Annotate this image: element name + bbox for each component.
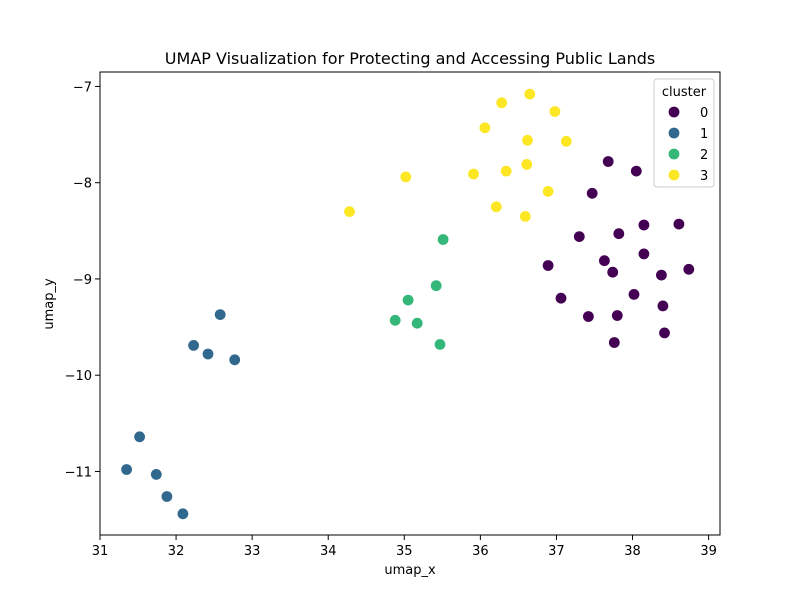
point-cluster-3-1 <box>495 96 508 110</box>
point-cluster-3-5 <box>560 135 573 148</box>
x-tick-label: 37 <box>548 544 565 559</box>
series-cluster-3 <box>343 87 573 223</box>
point-cluster-0-4 <box>672 217 686 231</box>
x-axis-label: umap_x <box>384 563 436 578</box>
point-cluster-0-12 <box>682 263 696 276</box>
point-cluster-0-14 <box>554 292 568 305</box>
points-layer <box>120 87 696 521</box>
point-cluster-0-19 <box>608 336 621 349</box>
point-cluster-2-2 <box>401 293 415 307</box>
point-cluster-3-12 <box>490 200 503 214</box>
legend-label-cluster-1: 1 <box>700 127 708 142</box>
point-cluster-0-17 <box>611 309 624 322</box>
point-cluster-1-4 <box>133 430 146 444</box>
x-tick-label: 35 <box>396 544 413 559</box>
series-cluster-0 <box>541 155 696 349</box>
point-cluster-0-3 <box>637 218 651 232</box>
point-cluster-0-9 <box>598 254 611 267</box>
point-cluster-0-1 <box>630 164 643 178</box>
legend-label-cluster-2: 2 <box>700 148 708 163</box>
point-cluster-0-8 <box>541 259 555 272</box>
legend: cluster 0 1 2 3 <box>653 78 715 188</box>
point-cluster-1-7 <box>160 490 174 503</box>
point-cluster-2-5 <box>433 338 447 351</box>
legend-marker-cluster-1 <box>667 126 681 140</box>
legend-box <box>653 78 715 188</box>
y-tick-label: −9 <box>73 273 92 288</box>
series-cluster-1 <box>120 308 241 521</box>
point-cluster-3-9 <box>399 170 413 184</box>
legend-marker-cluster-0 <box>667 105 681 119</box>
legend-marker-cluster-2 <box>667 147 681 161</box>
point-cluster-3-4 <box>521 134 534 147</box>
legend-label-cluster-0: 0 <box>700 106 708 121</box>
point-cluster-0-18 <box>658 326 671 340</box>
point-cluster-1-6 <box>150 468 163 481</box>
point-cluster-0-6 <box>612 227 626 240</box>
point-cluster-0-5 <box>573 230 586 243</box>
point-cluster-3-3 <box>478 121 492 135</box>
point-cluster-1-2 <box>201 347 215 361</box>
point-cluster-0-16 <box>582 310 595 323</box>
chart-title: UMAP Visualization for Protecting and Ac… <box>165 49 655 68</box>
point-cluster-2-4 <box>411 317 424 330</box>
point-cluster-0-0 <box>602 155 615 168</box>
y-tick-label: −10 <box>65 369 92 384</box>
point-cluster-0-2 <box>586 187 599 200</box>
x-tick-label: 36 <box>472 544 489 559</box>
point-cluster-0-11 <box>655 268 668 282</box>
point-cluster-0-10 <box>606 266 619 279</box>
point-cluster-2-3 <box>389 314 402 327</box>
point-cluster-0-13 <box>627 288 641 301</box>
point-cluster-3-6 <box>520 158 534 171</box>
point-cluster-3-8 <box>500 164 513 178</box>
point-cluster-1-5 <box>120 463 133 476</box>
point-cluster-1-3 <box>228 353 241 367</box>
x-tick-label: 34 <box>320 544 337 559</box>
point-cluster-3-13 <box>519 210 532 223</box>
y-tick-label: −11 <box>65 465 92 480</box>
legend-title: cluster <box>662 85 707 100</box>
point-cluster-1-1 <box>187 339 200 352</box>
x-tick-label: 39 <box>700 544 717 559</box>
series-cluster-2 <box>389 233 450 351</box>
x-tick-label: 32 <box>168 544 185 559</box>
point-cluster-0-7 <box>637 247 651 261</box>
x-tick-label: 38 <box>624 544 641 559</box>
x-tick-label: 31 <box>92 544 109 559</box>
point-cluster-3-10 <box>541 185 555 198</box>
point-cluster-3-7 <box>467 167 480 181</box>
axes-layer: 31 32 33 34 35 36 37 38 39−11−10−9−8−7 <box>65 71 721 559</box>
x-tick-label: 33 <box>244 544 261 559</box>
point-cluster-3-11 <box>343 205 356 218</box>
point-cluster-3-2 <box>548 105 562 118</box>
legend-label-cluster-3: 3 <box>700 169 708 184</box>
point-cluster-2-0 <box>436 233 450 246</box>
plot-frame <box>99 71 721 536</box>
point-cluster-0-15 <box>656 299 670 313</box>
point-cluster-2-1 <box>430 279 443 292</box>
point-cluster-1-8 <box>176 507 190 521</box>
y-tick-label: −8 <box>73 177 92 192</box>
point-cluster-3-0 <box>523 87 537 101</box>
point-cluster-1-0 <box>213 308 227 321</box>
y-tick-label: −7 <box>73 80 92 95</box>
y-axis-label: umap_y <box>42 278 57 330</box>
legend-marker-cluster-3 <box>667 168 681 182</box>
